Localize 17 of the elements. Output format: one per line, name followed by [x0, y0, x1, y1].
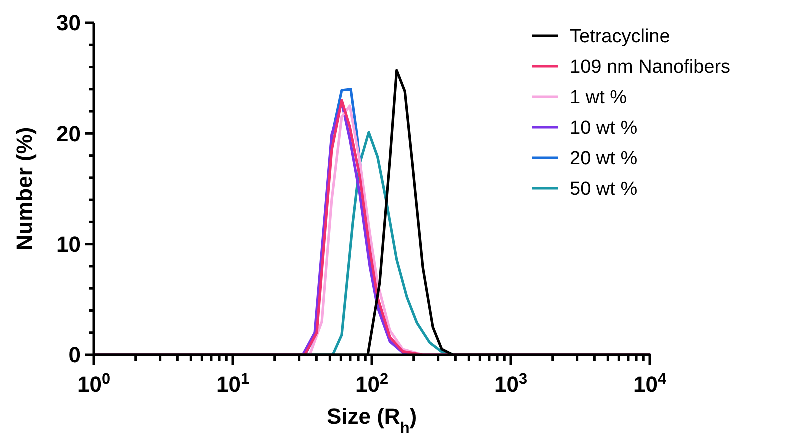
- y-tick-label: 20: [56, 121, 81, 146]
- x-tick-label: 10$^{2}$: [355, 370, 389, 397]
- x-tick-label: 10$^{1}$: [216, 370, 250, 397]
- y-tick-label: 10: [56, 232, 81, 258]
- legend-label: 10 wt %: [570, 118, 638, 140]
- legend-label: 1 wt %: [570, 88, 628, 109]
- x-tick-label: 10$^{0}$: [77, 370, 111, 397]
- y-tick-label: 0: [68, 342, 81, 368]
- legend-label: 109 nm Nanofibers: [570, 57, 731, 78]
- legend-label: 20 wt %: [570, 148, 638, 170]
- x-tick-label: 10$^{4}$: [633, 370, 667, 397]
- legend-label: 50 wt %: [570, 179, 638, 200]
- x-tick-label: 10$^{3}$: [494, 370, 528, 397]
- legend-label: Tetracycline: [570, 26, 670, 48]
- y-tick-label: 30: [56, 10, 81, 36]
- y-axis-title: Number (%): [12, 127, 37, 251]
- x-axis-title: Size (R$_{h}$): [326, 404, 418, 436]
